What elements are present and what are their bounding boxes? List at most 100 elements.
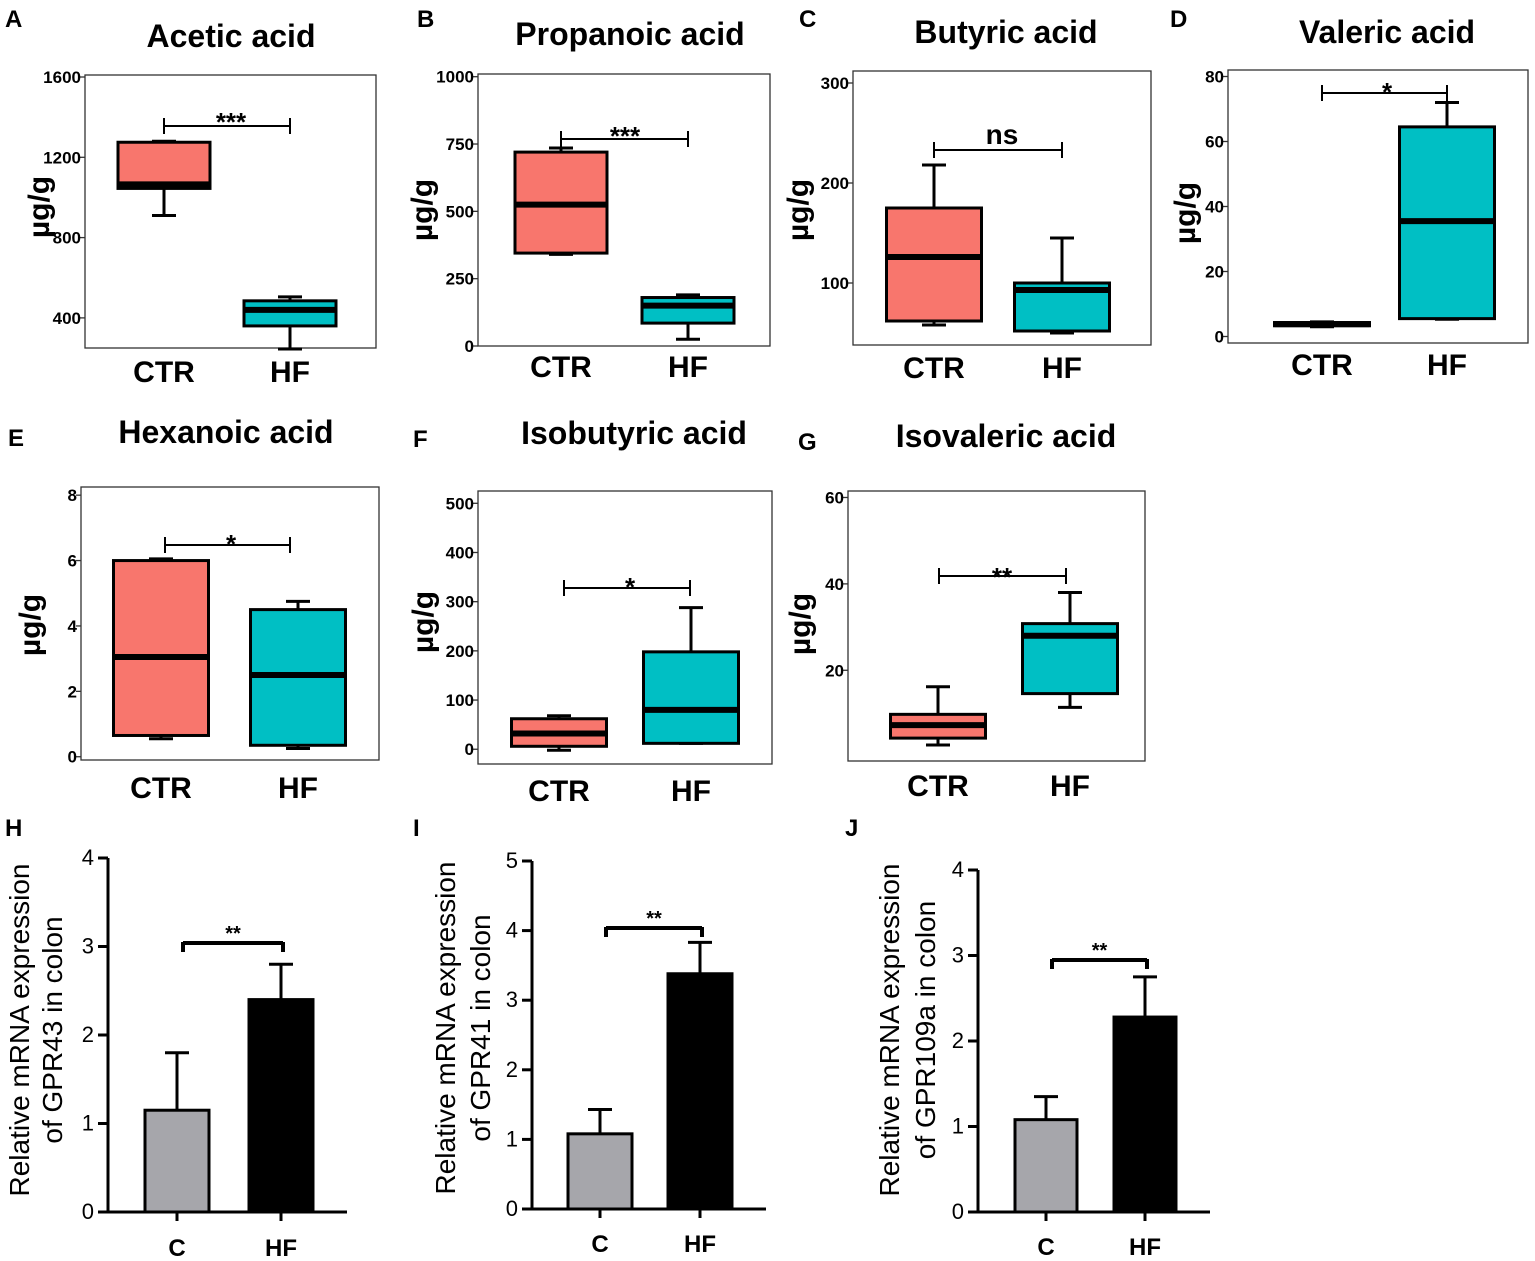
box-ctr <box>510 714 608 752</box>
bar-c <box>566 1107 634 1218</box>
significance-label: ** <box>1092 940 1108 962</box>
x-category-label: HF <box>684 1231 716 1258</box>
panel-B: B Propanoic acid 0 250 500 750 1000 µg/g CTR HF **… <box>406 6 771 384</box>
panel-H: H 0 1 2 3 4 Relative mRNA expression of GPR43 i… <box>4 815 347 1261</box>
bar-hf <box>247 962 315 1221</box>
y-tick-label: 100 <box>821 274 849 293</box>
y-axis-label: µg/g <box>406 179 439 241</box>
y-tick-label: 300 <box>821 74 849 93</box>
y-tick-label: 500 <box>446 202 474 221</box>
y-axis-label: µg/g <box>23 176 56 238</box>
y-tick-label: 4 <box>82 845 94 870</box>
panel-label: I <box>413 815 420 842</box>
panel-I: I 0 1 2 3 4 5 Relative mRNA expression of GPR41 … <box>413 815 766 1258</box>
panel-label: D <box>1170 6 1187 33</box>
significance-label: ** <box>225 923 241 945</box>
y-axis-label: µg/g <box>784 593 817 655</box>
chart-title: Butyric acid <box>914 14 1097 50</box>
bar-rect <box>1112 1015 1178 1214</box>
box-iqr <box>116 140 212 190</box>
chart-title: Valeric acid <box>1299 14 1475 50</box>
significance-label: * <box>1382 77 1393 107</box>
y-tick-label: 800 <box>53 229 81 248</box>
bar-hf <box>1112 975 1178 1221</box>
box-hf <box>249 599 347 751</box>
y-tick-label: 1200 <box>43 148 81 167</box>
significance-label: * <box>625 572 636 602</box>
chart-title: Isovaleric acid <box>896 418 1117 454</box>
plot-frame <box>80 486 380 761</box>
x-category-label: C <box>168 1235 185 1261</box>
y-tick-label: 400 <box>53 309 81 328</box>
plot-frame <box>852 70 1152 346</box>
panel-D: D Valeric acid 0 20 40 60 80 µg/g CTR HF * <box>1169 6 1529 382</box>
bar-c <box>143 1051 211 1221</box>
y-tick-label: 250 <box>446 270 474 289</box>
significance-label: ** <box>646 908 662 930</box>
y-tick-label: 0 <box>82 1199 94 1224</box>
y-tick-label: 500 <box>446 494 474 513</box>
x-category-label: CTR <box>907 770 969 803</box>
plot-frame <box>84 74 377 349</box>
panel-A: A Acetic acid 400 800 1200 1600 µg/g CTR HF *** <box>5 6 377 389</box>
y-axis-label: µg/g <box>407 591 440 653</box>
y-axis-label: µg/g <box>1169 182 1202 244</box>
panel-label: H <box>5 815 22 842</box>
panel-label: G <box>798 429 817 456</box>
x-category-label: CTR <box>530 351 592 384</box>
x-category-label: CTR <box>133 356 195 389</box>
chart-title: Hexanoic acid <box>118 414 333 450</box>
significance-label: *** <box>610 121 641 151</box>
y-tick-label: 100 <box>446 691 474 710</box>
y-axis-label-line1: Relative mRNA expression <box>4 863 35 1196</box>
box-hf <box>1398 101 1496 321</box>
plot-frame <box>847 490 1146 762</box>
bar-rect <box>1013 1118 1079 1214</box>
y-tick-label: 400 <box>446 543 474 562</box>
bar-rect <box>566 1132 634 1211</box>
box-iqr <box>642 650 740 745</box>
panel-label: A <box>5 6 22 33</box>
panel-label: B <box>417 6 434 33</box>
y-tick-label: 0 <box>465 337 474 356</box>
x-category-label: CTR <box>528 775 590 808</box>
bar-hf <box>666 940 734 1218</box>
significance-label: *** <box>216 107 247 137</box>
y-tick-label: 0 <box>1215 328 1224 347</box>
y-tick-label: 4 <box>506 918 518 943</box>
y-tick-label: 200 <box>446 642 474 661</box>
y-tick-label: 2 <box>952 1028 964 1053</box>
y-tick-label: 80 <box>1205 68 1224 87</box>
significance-label: * <box>226 529 237 559</box>
x-category-label: CTR <box>903 352 965 385</box>
box-hf <box>1021 591 1119 709</box>
x-category-label: C <box>1037 1234 1054 1261</box>
panel-E: E Hexanoic acid 0 2 4 6 8 µg/g CTR HF * <box>8 414 380 805</box>
box-ctr <box>112 557 210 741</box>
x-category-label: CTR <box>1291 349 1353 382</box>
y-tick-label: 0 <box>465 740 474 759</box>
y-tick-label: 2 <box>82 1022 94 1047</box>
significance-label: ** <box>992 562 1013 592</box>
box-iqr <box>885 206 983 323</box>
y-tick-label: 1 <box>506 1126 518 1151</box>
chart-title: Propanoic acid <box>515 16 744 52</box>
y-tick-label: 6 <box>68 552 77 571</box>
x-category-label: CTR <box>130 772 192 805</box>
y-tick-label: 5 <box>506 848 518 873</box>
box-iqr <box>112 559 210 737</box>
y-axis-label: µg/g <box>14 594 47 656</box>
y-tick-label: 20 <box>1205 263 1224 282</box>
box-hf <box>1013 236 1111 335</box>
y-tick-label: 60 <box>1205 133 1224 152</box>
x-category-label: HF <box>265 1235 297 1261</box>
y-axis-label-line2: of GPR43 in colon <box>37 916 68 1143</box>
y-tick-label: 4 <box>68 617 78 636</box>
bar-rect <box>143 1108 211 1214</box>
panel-label: E <box>8 425 24 452</box>
bar-rect <box>247 998 315 1214</box>
panel-label: C <box>799 6 816 33</box>
y-axis-label-line1: Relative mRNA expression <box>430 861 461 1194</box>
y-tick-label: 0 <box>506 1196 518 1221</box>
